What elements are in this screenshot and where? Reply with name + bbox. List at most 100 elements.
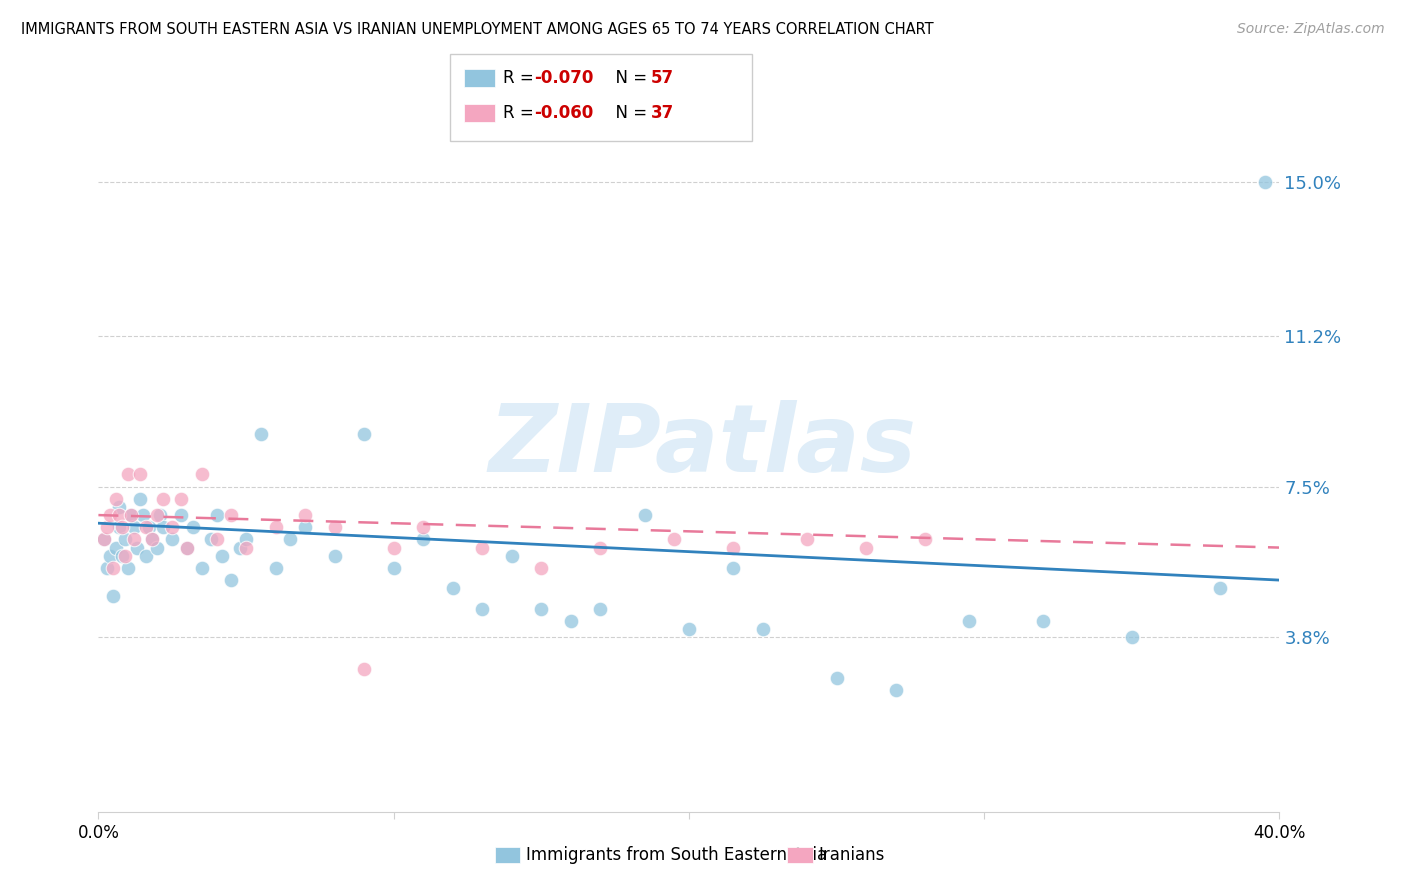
Point bbox=[105, 491, 128, 506]
Point bbox=[530, 561, 553, 575]
Point bbox=[93, 533, 115, 547]
Point bbox=[98, 508, 121, 522]
Point bbox=[122, 520, 145, 534]
Text: Source: ZipAtlas.com: Source: ZipAtlas.com bbox=[1237, 22, 1385, 37]
Point bbox=[152, 520, 174, 534]
Point bbox=[723, 561, 745, 575]
Point bbox=[117, 561, 139, 575]
Point bbox=[471, 541, 494, 555]
Point bbox=[114, 549, 136, 563]
Point bbox=[191, 561, 214, 575]
Point bbox=[280, 533, 302, 547]
Point bbox=[530, 601, 553, 615]
Point bbox=[205, 508, 228, 522]
Text: 37: 37 bbox=[651, 104, 675, 122]
Text: ZIPatlas: ZIPatlas bbox=[489, 400, 917, 492]
Text: R =: R = bbox=[503, 104, 540, 122]
Point bbox=[191, 467, 214, 482]
Point bbox=[141, 533, 163, 547]
Point bbox=[1121, 630, 1143, 644]
Point bbox=[114, 533, 136, 547]
Point bbox=[120, 508, 142, 522]
Point bbox=[128, 491, 150, 506]
Point bbox=[93, 533, 115, 547]
Point bbox=[170, 508, 193, 522]
Point bbox=[108, 500, 131, 514]
Point bbox=[796, 533, 818, 547]
Point bbox=[235, 541, 257, 555]
Point bbox=[323, 549, 346, 563]
Point bbox=[229, 541, 252, 555]
Point bbox=[634, 508, 657, 522]
Point bbox=[211, 549, 233, 563]
Point bbox=[128, 467, 150, 482]
Point bbox=[221, 573, 243, 587]
Point bbox=[125, 541, 148, 555]
Point bbox=[884, 682, 907, 697]
Text: R =: R = bbox=[503, 69, 540, 87]
Point bbox=[959, 614, 981, 628]
Point bbox=[323, 520, 346, 534]
Point bbox=[135, 549, 157, 563]
Point bbox=[200, 533, 222, 547]
Point bbox=[111, 520, 134, 534]
Point bbox=[146, 508, 169, 522]
Point bbox=[501, 549, 523, 563]
Point bbox=[108, 508, 131, 522]
Point bbox=[162, 533, 183, 547]
Point bbox=[149, 508, 172, 522]
Point bbox=[235, 533, 257, 547]
Point bbox=[382, 541, 405, 555]
Point bbox=[294, 508, 316, 522]
Point bbox=[103, 590, 125, 604]
Point bbox=[111, 549, 134, 563]
Point bbox=[135, 520, 157, 534]
Point bbox=[1254, 175, 1277, 189]
Point bbox=[353, 426, 375, 441]
Point bbox=[294, 520, 316, 534]
Point bbox=[132, 508, 155, 522]
Point bbox=[412, 533, 434, 547]
Point bbox=[141, 533, 163, 547]
Point bbox=[441, 581, 464, 595]
Text: N =: N = bbox=[605, 104, 652, 122]
Point bbox=[176, 541, 198, 555]
Point bbox=[1209, 581, 1232, 595]
Point bbox=[353, 663, 375, 677]
Text: -0.060: -0.060 bbox=[534, 104, 593, 122]
Point bbox=[664, 533, 686, 547]
Point bbox=[589, 541, 612, 555]
Text: N =: N = bbox=[605, 69, 652, 87]
Point bbox=[162, 520, 183, 534]
Point bbox=[589, 601, 612, 615]
Point bbox=[264, 561, 287, 575]
Text: IMMIGRANTS FROM SOUTH EASTERN ASIA VS IRANIAN UNEMPLOYMENT AMONG AGES 65 TO 74 Y: IMMIGRANTS FROM SOUTH EASTERN ASIA VS IR… bbox=[21, 22, 934, 37]
Point bbox=[96, 561, 118, 575]
Point bbox=[122, 533, 145, 547]
Text: 57: 57 bbox=[651, 69, 673, 87]
Point bbox=[752, 622, 775, 636]
Point bbox=[412, 520, 434, 534]
Point bbox=[146, 541, 169, 555]
Point bbox=[250, 426, 273, 441]
Point bbox=[120, 508, 142, 522]
Point bbox=[138, 520, 160, 534]
Point bbox=[152, 491, 174, 506]
Point bbox=[678, 622, 700, 636]
Point bbox=[914, 533, 936, 547]
Text: Iranians: Iranians bbox=[818, 847, 884, 864]
Point bbox=[825, 671, 848, 685]
Text: Immigrants from South Eastern Asia: Immigrants from South Eastern Asia bbox=[526, 847, 827, 864]
Text: -0.070: -0.070 bbox=[534, 69, 593, 87]
Point bbox=[117, 467, 139, 482]
Point bbox=[170, 491, 193, 506]
Point bbox=[855, 541, 877, 555]
Point bbox=[723, 541, 745, 555]
Point bbox=[176, 541, 198, 555]
Point bbox=[471, 601, 494, 615]
Point bbox=[264, 520, 287, 534]
Point bbox=[221, 508, 243, 522]
Point bbox=[105, 541, 128, 555]
Point bbox=[96, 520, 118, 534]
Point bbox=[98, 549, 121, 563]
